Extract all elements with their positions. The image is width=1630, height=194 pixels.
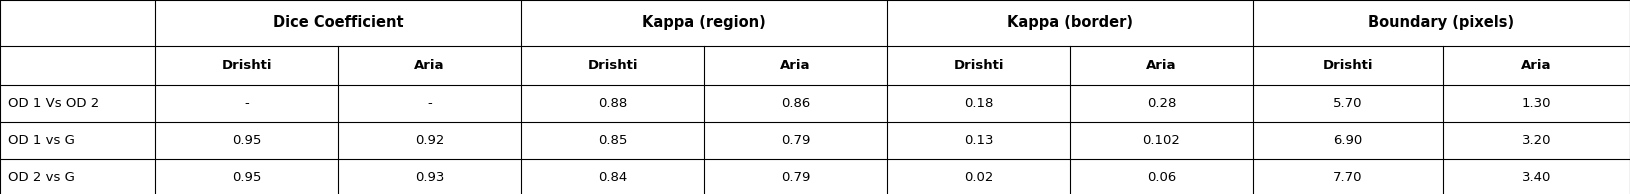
Text: 0.02: 0.02: [963, 171, 993, 184]
Text: 3.40: 3.40: [1522, 171, 1552, 184]
Text: Drishti: Drishti: [1324, 59, 1372, 72]
Text: 0.93: 0.93: [414, 171, 445, 184]
Text: Boundary (pixels): Boundary (pixels): [1369, 15, 1514, 30]
Text: Kappa (border): Kappa (border): [1007, 15, 1133, 30]
Text: Dice Coefficient: Dice Coefficient: [272, 15, 403, 30]
Text: -: -: [244, 97, 249, 110]
Text: 0.92: 0.92: [414, 134, 445, 147]
Text: Aria: Aria: [414, 59, 445, 72]
Text: 0.84: 0.84: [598, 171, 628, 184]
Text: 6.90: 6.90: [1333, 134, 1363, 147]
Text: 0.95: 0.95: [231, 134, 261, 147]
Text: Drishti: Drishti: [222, 59, 272, 72]
Text: 0.28: 0.28: [1148, 97, 1177, 110]
Text: OD 1 vs G: OD 1 vs G: [8, 134, 75, 147]
Text: 0.79: 0.79: [781, 134, 810, 147]
Text: Drishti: Drishti: [587, 59, 637, 72]
Text: Drishti: Drishti: [954, 59, 1004, 72]
Text: Kappa (region): Kappa (region): [642, 15, 766, 30]
Text: 0.95: 0.95: [231, 171, 261, 184]
Text: Aria: Aria: [1521, 59, 1552, 72]
Text: 0.88: 0.88: [598, 97, 628, 110]
Text: 0.18: 0.18: [963, 97, 993, 110]
Text: OD 2 vs G: OD 2 vs G: [8, 171, 75, 184]
Text: -: -: [427, 97, 432, 110]
Text: Aria: Aria: [781, 59, 810, 72]
Text: 0.06: 0.06: [1148, 171, 1177, 184]
Text: 7.70: 7.70: [1333, 171, 1363, 184]
Text: 0.86: 0.86: [781, 97, 810, 110]
Text: 0.102: 0.102: [1143, 134, 1180, 147]
Text: 0.13: 0.13: [963, 134, 993, 147]
Text: Aria: Aria: [1146, 59, 1177, 72]
Text: 5.70: 5.70: [1333, 97, 1363, 110]
Text: 0.79: 0.79: [781, 171, 810, 184]
Text: 3.20: 3.20: [1522, 134, 1552, 147]
Text: OD 1 Vs OD 2: OD 1 Vs OD 2: [8, 97, 99, 110]
Text: 1.30: 1.30: [1522, 97, 1552, 110]
Text: 0.85: 0.85: [598, 134, 628, 147]
